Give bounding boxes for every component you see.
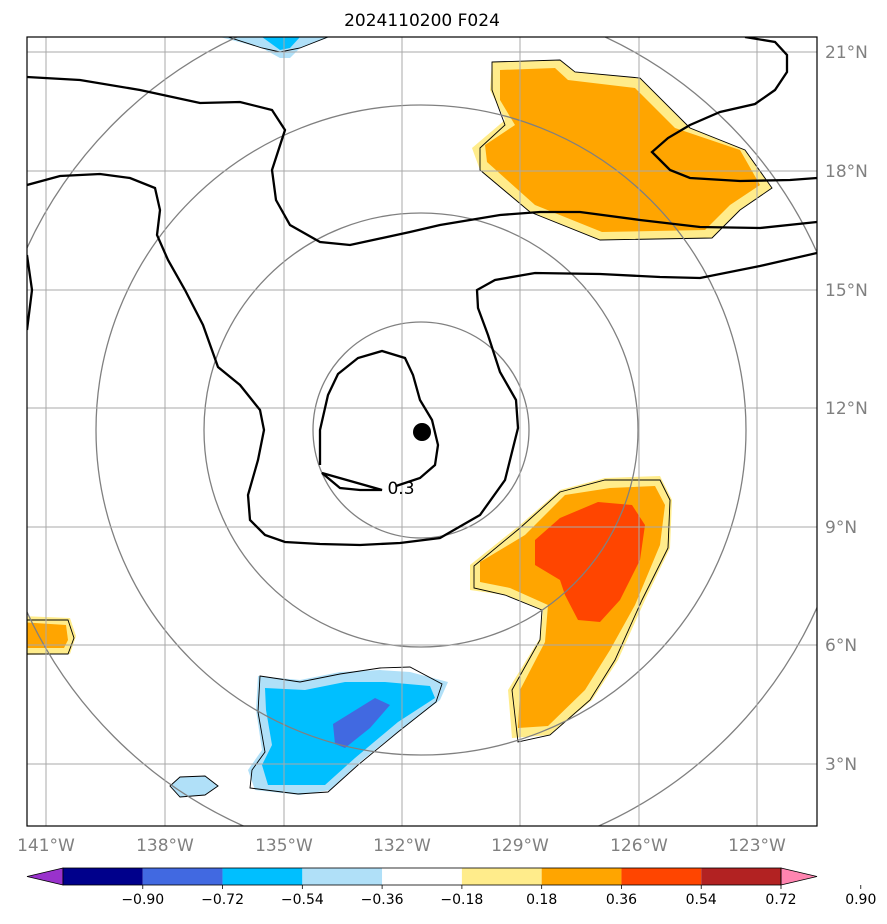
colorbar-label: −0.72	[201, 892, 244, 908]
contour-label: 0.3	[387, 479, 414, 499]
colorbar: −0.90 −0.72 −0.54 −0.36 −0.18 0.18 0.36 0.54 0.7…	[26, 867, 876, 908]
lat-tick-label: 3°N	[825, 755, 857, 775]
colorbar-label: −0.90	[121, 892, 164, 908]
lon-tick-label: 126°W	[610, 836, 668, 856]
lon-tick-label: 138°W	[136, 836, 194, 856]
lat-tick-label: 15°N	[825, 281, 868, 301]
colorbar-label: 0.36	[606, 892, 637, 908]
colorbar-extend-high	[780, 867, 818, 886]
colorbar-label: 0.18	[526, 892, 557, 908]
colorbar-segment	[621, 868, 702, 885]
colorbar-label: −0.54	[281, 892, 324, 908]
colorbar-segment	[142, 868, 223, 885]
positive-anomaly-core-west	[27, 622, 68, 648]
lon-tick-label: 129°W	[491, 836, 549, 856]
colorbar-label: 0.72	[765, 892, 796, 908]
colorbar-label: −0.36	[361, 892, 404, 908]
lon-tick-labels: 141°W 138°W 135°W 132°W 129°W 126°W 123°…	[17, 836, 786, 856]
lat-tick-label: 21°N	[825, 43, 868, 63]
colorbar-label: −0.18	[440, 892, 483, 908]
lon-tick-label: 123°W	[728, 836, 786, 856]
plot-frame	[26, 36, 818, 827]
negative-anomaly-region-north	[220, 37, 330, 58]
gridlines	[27, 37, 817, 826]
lat-tick-label: 9°N	[825, 518, 857, 538]
colorbar-segment	[382, 868, 462, 885]
storm-center-marker	[413, 423, 431, 441]
lon-tick-label: 135°W	[255, 836, 313, 856]
negative-anomaly-small	[170, 776, 219, 797]
lat-tick-label: 12°N	[825, 399, 868, 419]
colorbar-extend-low	[26, 867, 64, 886]
colorbar-label: 0.90	[845, 892, 876, 908]
lon-tick-label: 132°W	[373, 836, 431, 856]
colorbar-segment	[461, 868, 542, 885]
colorbar-segment	[302, 868, 383, 885]
lat-tick-labels: 21°N 18°N 15°N 12°N 9°N 6°N 3°N	[825, 43, 868, 775]
thick-contours	[27, 37, 817, 547]
negative-anomaly-core-north	[262, 37, 300, 50]
positive-anomaly-core-north	[485, 68, 760, 232]
colorbar-segment	[701, 868, 781, 885]
plot-area: 0.3	[27, 37, 817, 826]
colorbar-label: 0.54	[686, 892, 717, 908]
colorbar-segment	[222, 868, 303, 885]
range-rings	[27, 37, 817, 826]
strong-anomaly-core-south	[535, 502, 645, 622]
colorbar-frame	[62, 867, 782, 886]
colorbar-segment	[63, 868, 143, 885]
map-title: 2024110200 F024	[344, 11, 500, 31]
colorbar-segment	[541, 868, 622, 885]
lat-tick-label: 6°N	[825, 636, 857, 656]
lon-tick-label: 141°W	[17, 836, 75, 856]
strong-negative-anomaly-south	[333, 698, 390, 748]
lat-tick-label: 18°N	[825, 162, 868, 182]
